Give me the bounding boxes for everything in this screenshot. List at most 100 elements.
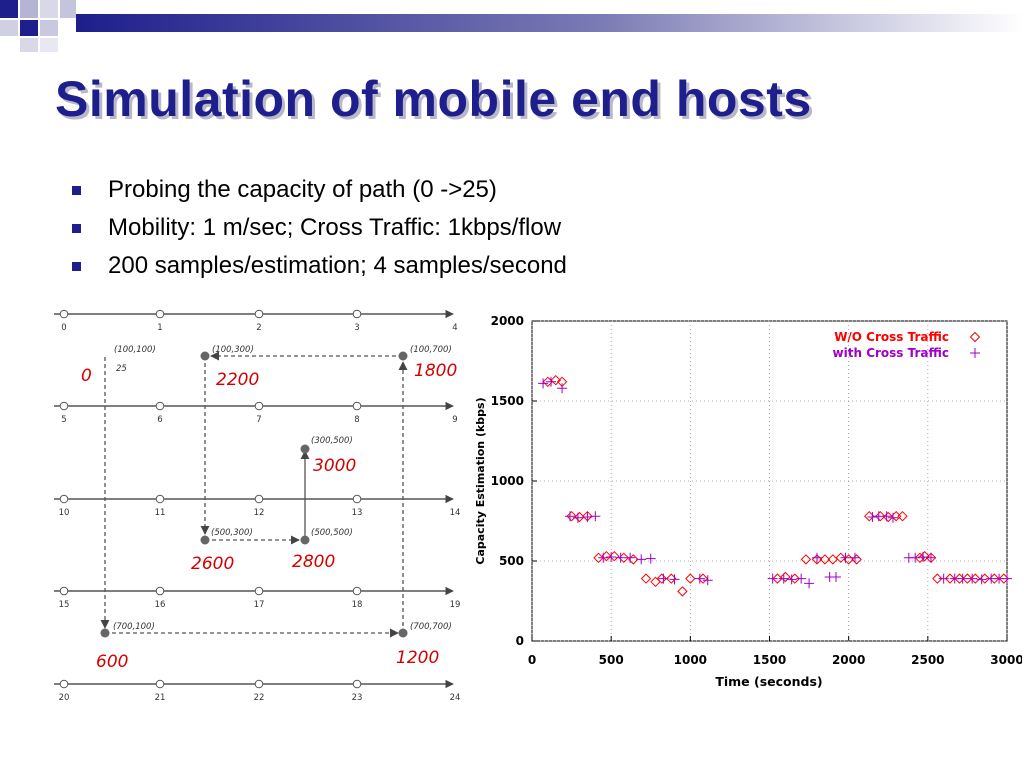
with-cross-traffic-point (582, 512, 593, 522)
with-cross-traffic-point (590, 511, 601, 522)
grid-node (155, 401, 165, 411)
with-cross-traffic-point (812, 552, 822, 563)
waypoint-time-label: 0 (81, 366, 92, 386)
wo-cross-traffic-point (835, 552, 846, 564)
bullet-item: Probing the capacity of path (0 ->25) (72, 172, 567, 210)
y-tick-label: 1500 (491, 394, 524, 408)
waypoint-dot (398, 628, 408, 638)
with-cross-traffic-point (636, 554, 647, 565)
wo-cross-traffic-point (932, 573, 943, 584)
wo-cross-traffic-point (685, 573, 696, 584)
grid-node (59, 401, 69, 411)
waypoint-dot (300, 535, 310, 545)
with-cross-traffic-point (694, 573, 705, 584)
wo-cross-traffic-point (944, 573, 956, 584)
grid-node-id: 4 (452, 323, 457, 333)
grid-node (155, 494, 165, 504)
waypoint-dot (398, 351, 408, 361)
bullet-item: Mobility: 1 m/sec; Cross Traffic: 1kbps/… (72, 210, 567, 248)
legend: W/O Cross Traffic with Cross Traffic (833, 330, 981, 360)
wo-cross-traffic-point (875, 510, 886, 522)
grid-node (59, 309, 69, 319)
grid-node (254, 309, 264, 319)
with-cross-traffic-point (840, 552, 851, 563)
grid-node-id: 22 (254, 693, 265, 700)
grid-node-id: 16 (155, 600, 166, 610)
with-cross-traffic-point (888, 512, 898, 523)
with-cross-traffic-point (669, 574, 680, 585)
with-cross-traffic-point (658, 573, 669, 584)
grid-node (59, 494, 69, 504)
grid-node (155, 309, 165, 319)
wo-cross-traffic-point (566, 510, 577, 522)
x-tick-label: 3000 (990, 653, 1022, 667)
with-cross-traffic-point (796, 573, 807, 584)
with-cross-traffic-point (572, 512, 583, 523)
waypoint-time-label: 2200 (216, 370, 259, 390)
x-axis-label: Time (seconds) (715, 674, 822, 689)
with-cross-traffic-point (786, 574, 797, 585)
with-cross-traffic-point (831, 572, 841, 582)
with-cross-traffic-point (598, 552, 609, 563)
legend-label-with: with Cross Traffic (833, 346, 949, 360)
square-bullet-icon (72, 262, 81, 271)
grid-node (352, 586, 362, 596)
grid-node (254, 679, 264, 689)
x-tick-label: 2500 (911, 653, 944, 667)
grid-node-id: 5 (61, 415, 66, 425)
wo-cross-traffic-point (640, 573, 652, 584)
waypoint-coord: (700,100) (113, 622, 155, 632)
x-tick-label: 2000 (832, 653, 865, 667)
grid-node-id: 19 (450, 600, 461, 610)
grid-node-id: 7 (256, 415, 261, 425)
wo-cross-traffic-point (550, 374, 561, 386)
waypoint-dot (300, 444, 310, 454)
with-cross-traffic-point (702, 575, 713, 586)
grid-node-id: 15 (59, 600, 70, 610)
grid-node-id: 3 (354, 323, 359, 333)
waypoint-coord: (100,300) (212, 345, 254, 355)
waypoint-time-label: 2600 (191, 554, 234, 574)
with-cross-traffic-point (615, 552, 626, 563)
grid-node (155, 679, 165, 689)
with-cross-traffic-point (957, 573, 968, 584)
with-cross-traffic-point (867, 512, 878, 522)
grid-node (59, 586, 69, 596)
grid-node-id: 9 (452, 415, 457, 425)
bullet-item: 200 samples/estimation; 4 samples/second (72, 248, 567, 286)
grid-node-id: 11 (155, 508, 166, 518)
grid-node-id: 20 (59, 693, 70, 700)
wo-cross-traffic-point (883, 511, 894, 523)
bullet-list: Probing the capacity of path (0 ->25) Mo… (72, 172, 567, 286)
with-cross-traffic-point (1002, 573, 1012, 584)
wo-cross-traffic-point (962, 573, 973, 584)
grid-node-id: 23 (352, 693, 363, 700)
y-tick-label: 0 (516, 634, 524, 648)
waypoint-time-label: 1200 (396, 648, 439, 668)
with-cross-traffic-point (606, 552, 617, 562)
x-tick-label: 0 (528, 653, 536, 667)
slide-title: Simulation of mobile end hosts (55, 71, 812, 127)
grid-node-id: 14 (450, 508, 461, 518)
wo-cross-traffic-point (780, 571, 791, 583)
waypoint-coord: (100,700) (410, 345, 452, 355)
legend-label-wo: W/O Cross Traffic (834, 330, 949, 344)
grid-node-id: 24 (450, 693, 461, 700)
mobility-path (100, 351, 408, 638)
grid-node-id: 18 (352, 600, 363, 610)
grid-node-id: 1 (157, 323, 162, 333)
waypoint-dot (200, 351, 210, 361)
grid-node (254, 401, 264, 411)
with-cross-traffic-point (804, 578, 815, 589)
grid-node-id: 12 (254, 508, 265, 518)
with-cross-traffic-point (926, 552, 936, 563)
with-cross-traffic-point (557, 383, 568, 394)
waypoint-extra: 25 (116, 364, 127, 374)
header-decoration (0, 0, 1024, 52)
grid-node (352, 401, 362, 411)
waypoint-time-label: 600 (96, 652, 128, 672)
with-cross-traffic-point (767, 573, 778, 584)
legend-plus-icon (970, 348, 980, 358)
wo-cross-traffic-point (897, 510, 908, 522)
